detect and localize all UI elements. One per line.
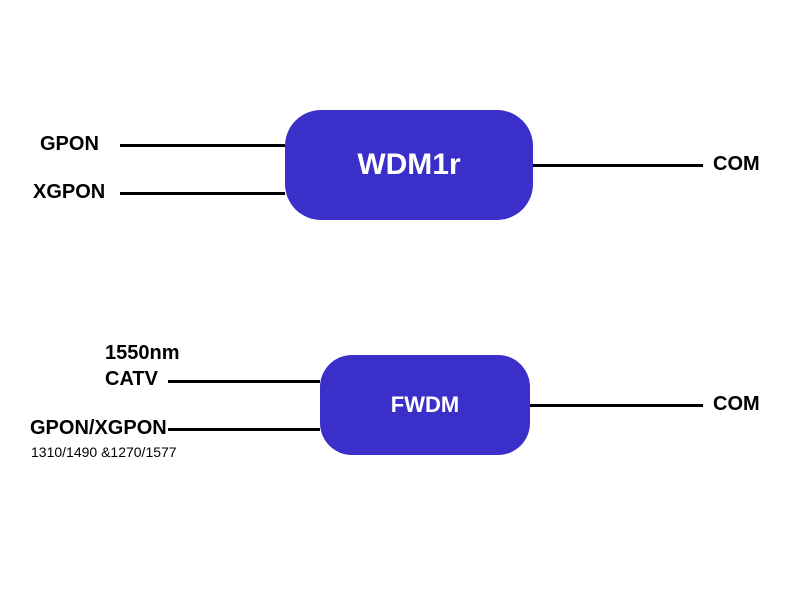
fwdm-com-line bbox=[530, 404, 703, 407]
gponxgpon-line bbox=[168, 428, 320, 431]
wdm1r-com-line bbox=[533, 164, 703, 167]
com2-label: COM bbox=[713, 393, 760, 416]
catv-wave-label: 1550nm bbox=[105, 342, 180, 365]
gponxgpon-wave-label: 1310/1490 &1270/1577 bbox=[31, 444, 177, 460]
catv-line bbox=[168, 380, 320, 383]
gpon-line bbox=[120, 144, 285, 147]
xgpon-label: XGPON bbox=[33, 181, 105, 204]
fwdm-node: FWDM bbox=[320, 355, 530, 455]
catv-label: CATV bbox=[105, 368, 158, 391]
wdm1r-node: WDM1r bbox=[285, 110, 533, 220]
fwdm-label: FWDM bbox=[391, 392, 459, 418]
gponxgpon-label: GPON/XGPON bbox=[30, 417, 167, 440]
gpon-label: GPON bbox=[40, 133, 99, 156]
com1-label: COM bbox=[713, 153, 760, 176]
xgpon-line bbox=[120, 192, 285, 195]
wdm1r-label: WDM1r bbox=[357, 148, 460, 182]
